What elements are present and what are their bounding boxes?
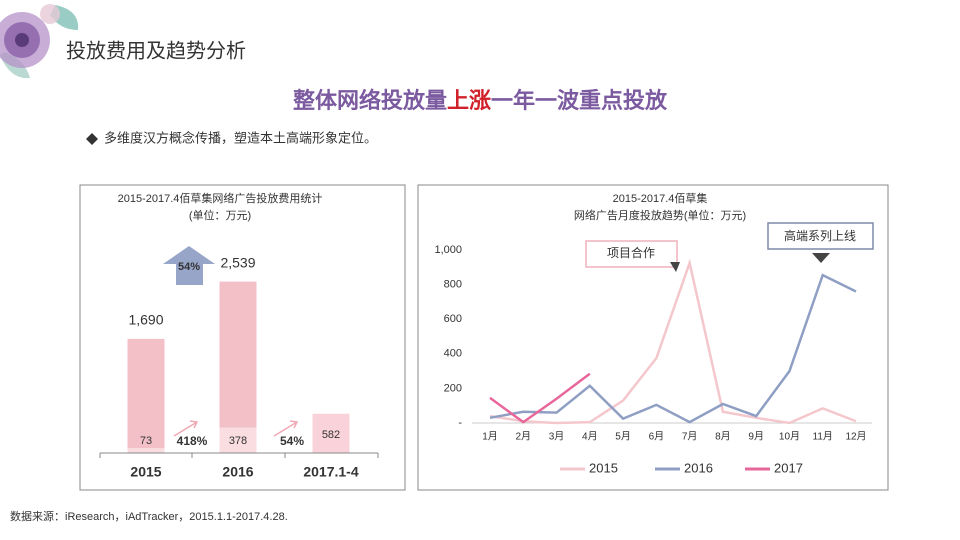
growth-label: 418% [177,434,208,448]
bar-segment [219,427,257,453]
headline: 整体网络投放量上涨一年一波重点投放 [293,88,668,113]
bar [127,338,165,453]
bullet-icon [86,133,98,145]
bar [219,281,257,453]
y-tick-label: 800 [444,279,462,291]
chart-title: 2015-2017.4佰草集网络广告投放费用统计 [118,191,323,205]
x-tick-label: 2016 [222,464,253,480]
x-tick-label: 12月 [845,431,866,443]
segment-label: 378 [229,435,247,447]
x-tick-label: 11月 [813,431,833,443]
x-tick-label: 3月 [549,431,565,443]
legend-label: 2017 [774,460,803,475]
growth-label: 54% [280,434,304,448]
annotation-box [767,222,874,250]
y-tick-label: 400 [444,348,462,360]
bar-segment [127,448,165,453]
chart-title: 2015-2017.4佰草集 [613,191,708,205]
series-line [489,372,591,424]
legend-label: 2016 [684,460,713,475]
chart-frame [79,184,406,491]
annotation: 高端系列上线 [784,228,856,243]
bar [312,413,350,453]
y-tick-label: 600 [444,313,462,325]
source-note: 数据来源：iResearch，iAdTracker，2015.1.1-2017.… [10,509,288,523]
arrow-label: 54% [178,261,200,273]
y-tick-label: 200 [444,382,462,394]
x-tick-label: 1月 [482,431,498,443]
x-tick-label: 2月 [515,431,531,443]
growth-arrow-small [173,420,199,437]
headline-part: 一年一波重点投放 [491,88,668,113]
slide-title: 投放费用及趋势分析 [66,39,246,62]
growth-arrow [163,246,215,285]
annotation-pointer [812,253,830,263]
value-label: 1,690 [128,312,163,328]
y-tick-label: - [458,417,462,429]
annotation-pointer [670,262,680,272]
x-tick-label: 8月 [715,431,731,443]
chart-subtitle: 网络广告月度投放趋势(单位：万元) [574,208,746,222]
value-label: 2,539 [220,254,255,270]
x-tick-label: 2015 [130,464,161,480]
series-line [489,273,857,424]
value-label: 582 [322,429,340,441]
annotation-box [585,240,678,268]
segment-label: 73 [140,435,152,447]
series-line [489,258,857,425]
headline-part: 整体网络投放量 [293,88,447,113]
annotation: 项目合作 [607,245,655,260]
x-tick-label: 7月 [682,431,698,443]
y-tick-label: 1,000 [434,244,462,256]
growth-arrow-small [273,420,299,437]
flower-decoration [0,4,79,79]
legend-label: 2015 [589,460,618,475]
bullet-text: 多维度汉方概念传播，塑造本土高端形象定位。 [104,130,377,145]
headline-highlight: 上涨 [447,88,491,113]
x-tick-label: 10月 [779,431,800,443]
chart-subtitle: (单位：万元) [189,208,251,222]
x-tick-label: 2017.1-4 [303,464,358,480]
x-tick-label: 6月 [649,431,665,443]
x-tick-label: 9月 [748,431,764,443]
x-tick-label: 5月 [615,431,631,443]
x-tick-label: 4月 [582,431,598,443]
chart-frame [417,184,889,491]
